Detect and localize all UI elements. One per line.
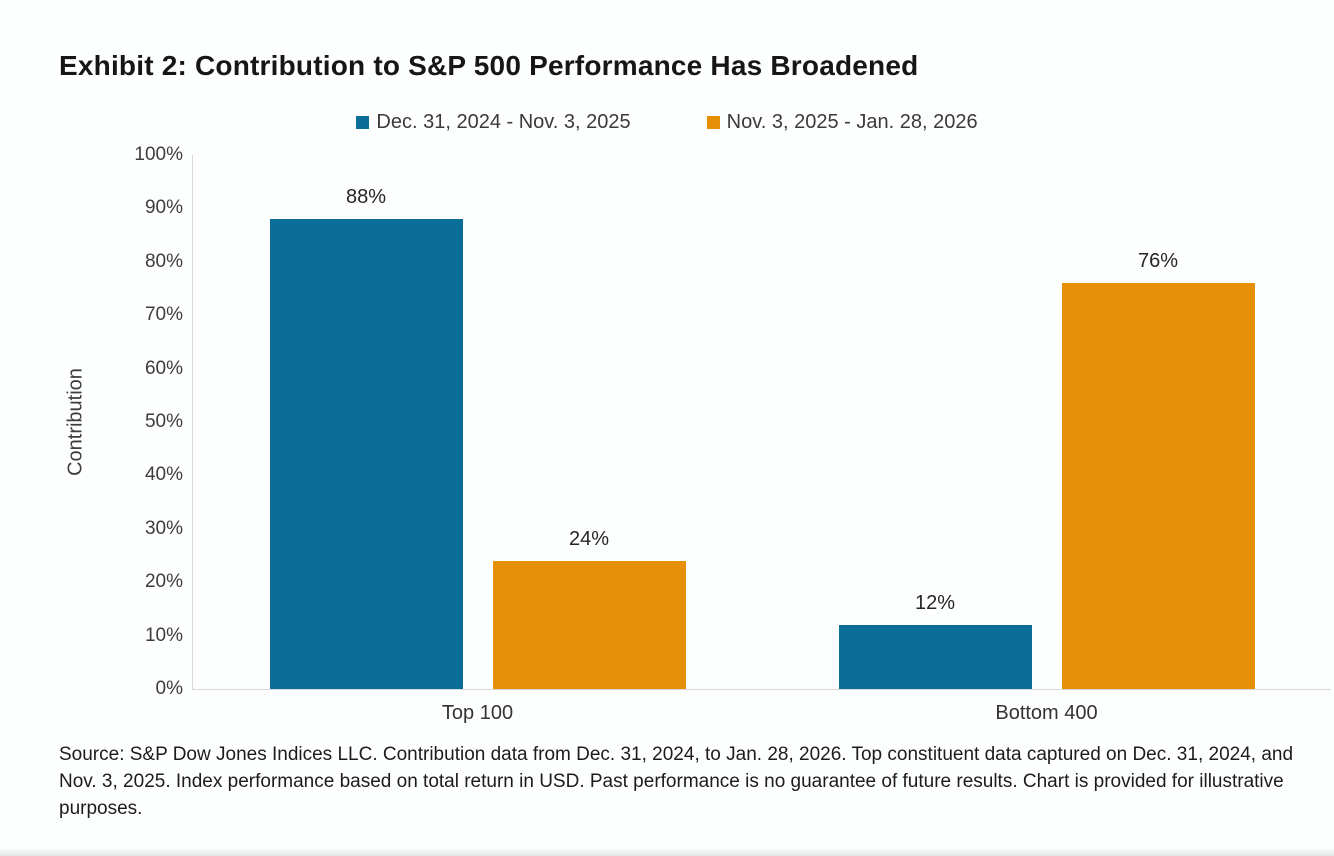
y-tick-label: 10%	[144, 624, 183, 646]
legend: Dec. 31, 2024 - Nov. 3, 2025 Nov. 3, 202…	[0, 111, 1334, 134]
y-axis-title: Contribution	[64, 368, 87, 476]
bar	[838, 624, 1032, 689]
bar	[1061, 283, 1255, 689]
bar-value-label: 24%	[568, 527, 610, 550]
bar	[269, 219, 463, 689]
y-tick-label: 30%	[144, 517, 183, 539]
y-tick-label: 20%	[144, 571, 183, 593]
x-category-label: Bottom 400	[995, 702, 1098, 724]
legend-label-series2: Nov. 3, 2025 - Jan. 28, 2026	[726, 111, 978, 133]
y-tick-label: 0%	[155, 678, 183, 699]
y-tick-label: 50%	[144, 411, 183, 432]
series2-swatch-icon	[706, 116, 720, 129]
series1-swatch-icon	[356, 116, 370, 129]
legend-label-series1: Dec. 31, 2024 - Nov. 3, 2025	[376, 111, 631, 133]
bar	[492, 560, 686, 689]
y-tick-label: 40%	[144, 464, 183, 486]
y-axis-ticks: 0% 10% 20% 30% 40% 50% 60% 70% 80% 90% 100%	[95, 144, 183, 699]
y-tick-label: 80%	[144, 250, 183, 272]
bar-value-label: 88%	[345, 186, 387, 209]
bar-value-label: 76%	[1137, 250, 1179, 273]
plot-area: 88% 24% Top 100 12% 76% Bottom 400	[192, 155, 1331, 724]
source-note: Source: S&P Dow Jones Indices LLC. Contr…	[59, 744, 1294, 819]
y-tick-label: 90%	[144, 197, 183, 219]
x-category-label: Top 100	[441, 702, 514, 724]
y-tick-label: 60%	[144, 357, 183, 379]
bar-value-label: 12%	[914, 591, 956, 614]
y-tick-label: 70%	[144, 304, 183, 326]
chart-title: Exhibit 2: Contribution to S&P 500 Perfo…	[59, 50, 919, 81]
y-tick-label: 100%	[134, 144, 183, 165]
window-bottom-edge	[0, 849, 1334, 856]
legend-item-series1: Dec. 31, 2024 - Nov. 3, 2025	[356, 111, 631, 134]
legend-item-series2: Nov. 3, 2025 - Jan. 28, 2026	[706, 111, 978, 134]
